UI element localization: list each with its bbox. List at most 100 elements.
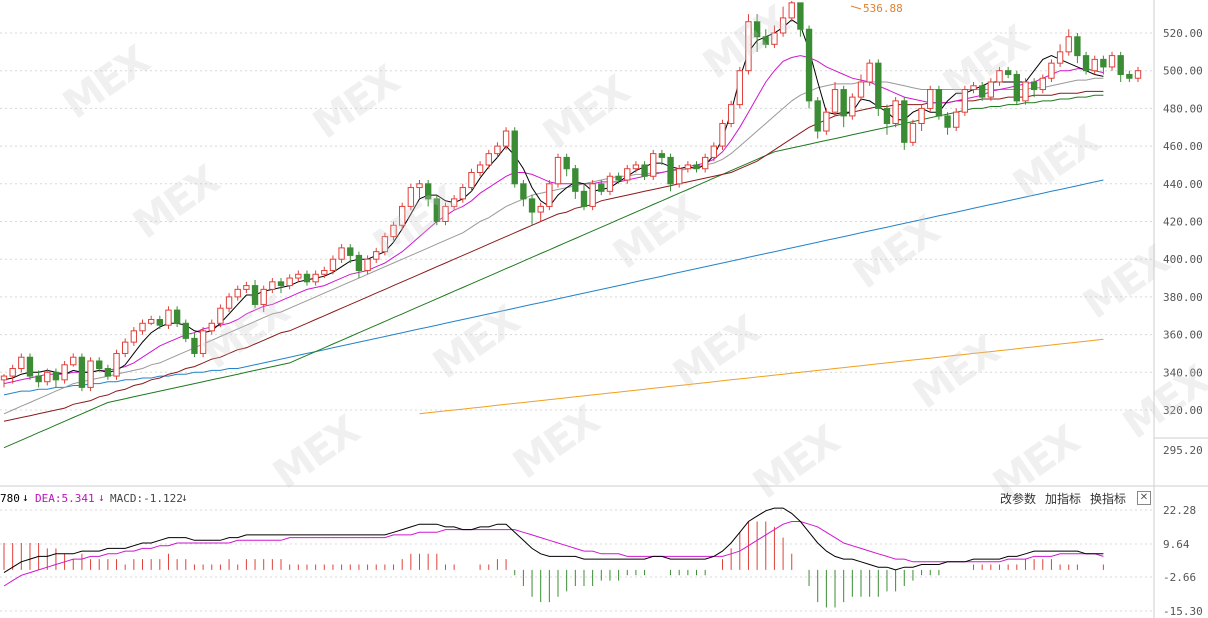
candle-body (303, 273, 311, 283)
candle-body (953, 111, 960, 128)
candle-body (468, 171, 475, 189)
candle (485, 149, 492, 169)
candle (883, 104, 891, 135)
candle-body (805, 28, 813, 102)
candle (762, 29, 769, 49)
candle-body (329, 258, 337, 272)
candle (572, 164, 579, 199)
candle-body (987, 81, 995, 98)
candle-body (130, 330, 138, 343)
candle (373, 247, 380, 263)
candle (104, 364, 112, 380)
candle-body (996, 70, 1003, 83)
candle (147, 315, 155, 326)
candle (156, 315, 164, 329)
candle (52, 368, 60, 388)
candle-body (572, 168, 579, 192)
candle-body (563, 156, 570, 170)
candle (1048, 59, 1055, 83)
candle (381, 232, 389, 256)
macd-histogram (3, 521, 1104, 608)
candle-body (139, 322, 146, 332)
candle (364, 255, 371, 275)
candle-body (182, 322, 189, 339)
candle (719, 119, 726, 150)
close-indicator-button[interactable]: ✕ (1137, 491, 1151, 505)
candle-body (381, 236, 389, 253)
candle (355, 251, 363, 279)
change-params-button[interactable]: 改参数 (1000, 492, 1037, 506)
switch-indicator-button[interactable]: 换指标 (1090, 492, 1127, 506)
candle-body (849, 96, 856, 117)
candle-body (234, 288, 241, 298)
candle-body (61, 364, 68, 381)
price-tick-label: 500.00 (1163, 65, 1203, 78)
candle (329, 255, 337, 275)
candle (303, 270, 311, 286)
candle (44, 368, 51, 386)
candle (1013, 70, 1020, 105)
candle (727, 100, 735, 128)
candle (459, 183, 466, 203)
candle-body (208, 322, 215, 332)
candle-body (78, 356, 86, 388)
candle-body (667, 156, 674, 185)
candle (1100, 55, 1107, 75)
dea-arrow-icon: ↓ (98, 491, 105, 504)
price-grid (0, 32, 1154, 411)
candle-body (1056, 51, 1064, 64)
candle-body (693, 164, 700, 170)
candle (892, 97, 899, 128)
candle (849, 93, 856, 120)
candle (788, 0, 795, 22)
candle-body (797, 2, 804, 30)
add-indicator-button[interactable]: 加指标 (1045, 492, 1082, 506)
candle-body (961, 89, 969, 113)
candle-body (26, 356, 34, 377)
candle-body (927, 89, 934, 109)
candle-body (1091, 58, 1098, 72)
candle (338, 244, 345, 263)
candle-body (35, 375, 42, 383)
candle-body (1108, 55, 1116, 68)
candle-body (727, 104, 735, 124)
candle-body (580, 190, 588, 207)
candle-body (814, 100, 821, 132)
dea-line (3, 521, 1104, 587)
candle (399, 202, 406, 230)
candle (199, 327, 207, 358)
candle (70, 353, 77, 367)
candle (494, 142, 501, 158)
candle (217, 304, 224, 328)
price-tick-label: 380.00 (1163, 291, 1203, 304)
candle-body (243, 285, 250, 290)
candle-body (710, 145, 718, 158)
candle-body (0, 375, 8, 381)
candle (632, 161, 640, 173)
macd-legend: 780 ↓ DEA:5.341 ↓ MACD:-1.122 ↓ (0, 489, 1160, 509)
candle (1022, 78, 1029, 105)
price-tick-label: 480.00 (1163, 102, 1203, 115)
candle (87, 357, 94, 392)
candle (944, 112, 951, 135)
candle (857, 74, 865, 101)
candle-body (589, 183, 596, 207)
candle-body (918, 107, 925, 124)
candle (624, 164, 631, 184)
candle-body (676, 168, 683, 185)
candle (909, 119, 917, 147)
candle (961, 85, 969, 116)
candle-body (424, 183, 432, 200)
candle (1126, 70, 1133, 83)
candle (978, 82, 986, 101)
candle (442, 202, 449, 226)
candle-body (122, 341, 129, 354)
candle-body (840, 89, 847, 117)
candle-body (442, 205, 449, 222)
candle-body (347, 247, 354, 256)
price-tick-label: 460.00 (1163, 140, 1203, 153)
candle (606, 172, 614, 196)
candle (1082, 51, 1090, 75)
candle-body (18, 356, 25, 370)
